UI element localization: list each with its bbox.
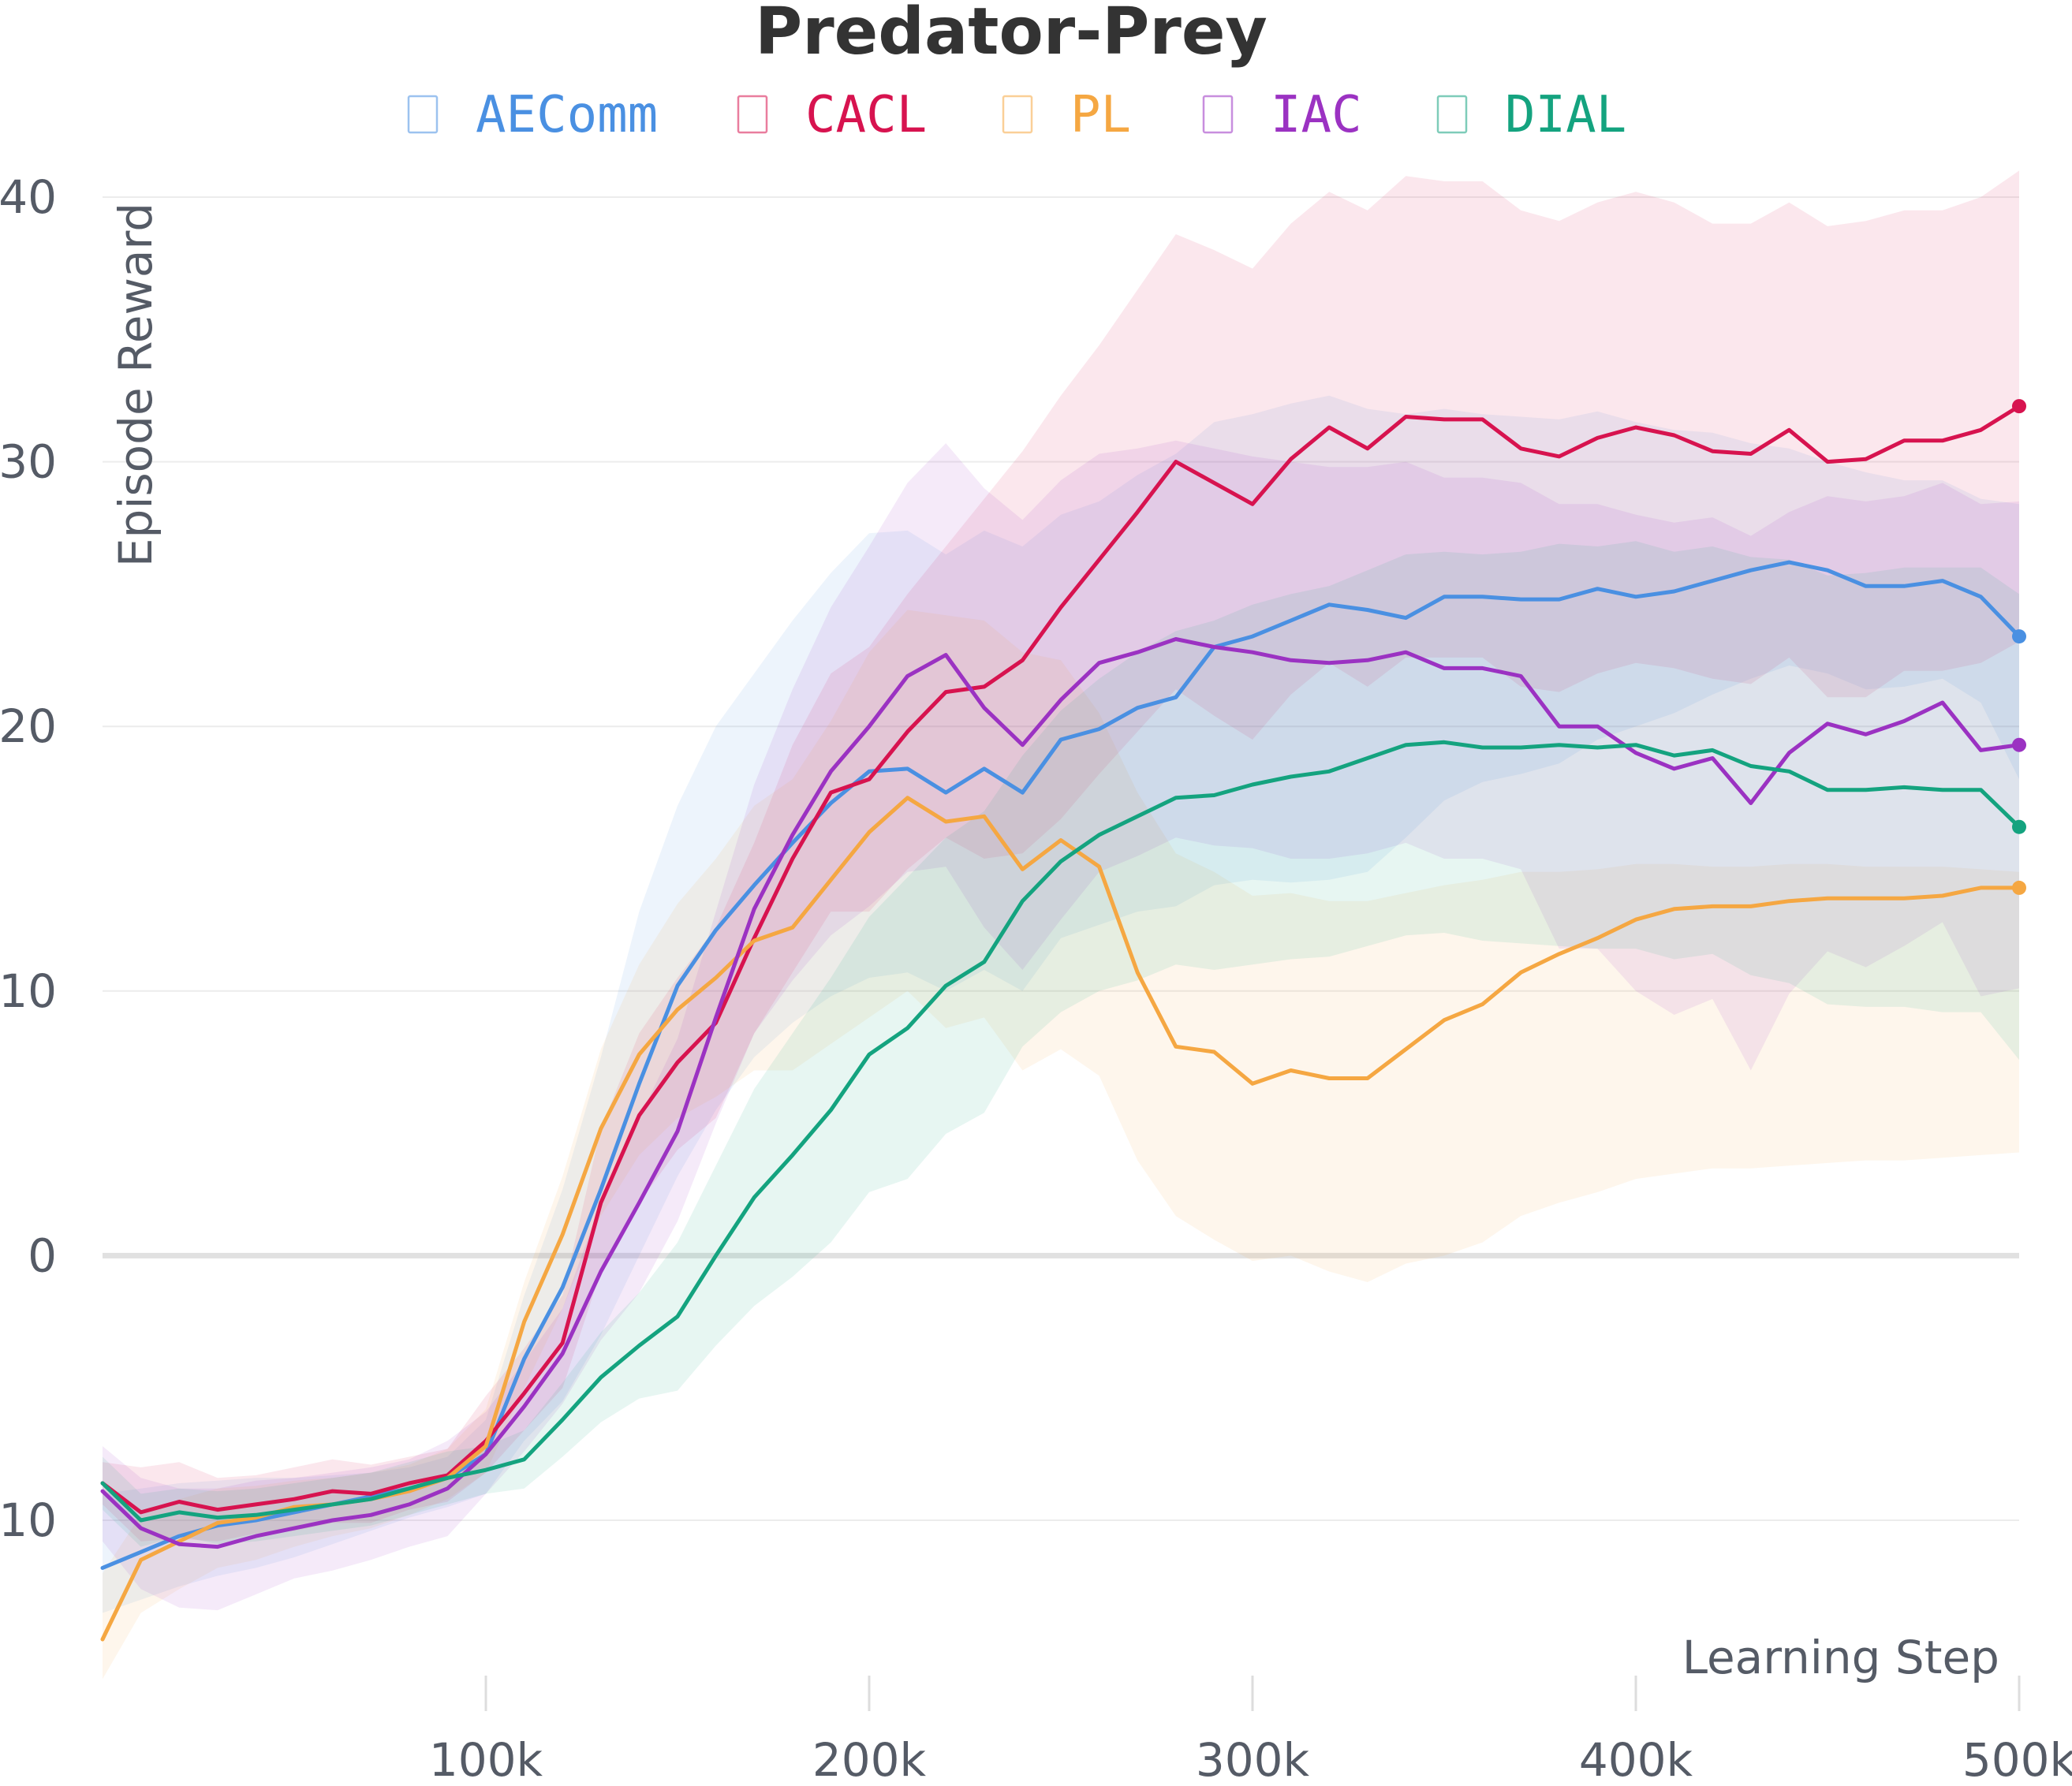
legend-swatch <box>1202 95 1234 134</box>
band-pl <box>103 610 2019 1680</box>
y-tick-label: 10 <box>0 964 57 1018</box>
line-iac <box>100 637 2022 1549</box>
x-tick-label: 400k <box>1579 1733 1693 1786</box>
x-tick-label: 200k <box>812 1733 927 1786</box>
legend-item-pl[interactable]: PL <box>1002 86 1131 144</box>
endpoint-cacl <box>2012 399 2026 414</box>
y-axis-label: Episode Reward <box>109 203 162 567</box>
x-tick-labels: 100k 200k 300k 400k 500k <box>429 1676 2072 1786</box>
band-iac <box>103 440 2019 1611</box>
endpoint-dial <box>2012 819 2026 834</box>
y-tick-label: 10 <box>0 1493 57 1547</box>
legend-label: IAC <box>1271 86 1362 144</box>
legend-label: DIAL <box>1505 86 1626 144</box>
endpoint-pl <box>2012 880 2026 895</box>
legend-label: CACL <box>805 86 927 144</box>
grid <box>103 196 2019 1521</box>
band-cacl <box>103 170 2019 1542</box>
y-tick-label: 40 <box>0 170 57 224</box>
line-cacl <box>100 404 2022 1515</box>
series-endpoints <box>2012 399 2026 895</box>
x-tick-label: 300k <box>1196 1733 1310 1786</box>
x-tick-label: 500k <box>1962 1733 2072 1786</box>
y-tick-label: 0 <box>28 1229 57 1282</box>
legend-swatch <box>1002 95 1033 134</box>
chart-title: Predator-Prey <box>755 0 1267 69</box>
x-axis-label: Learning Step <box>1682 1631 1999 1684</box>
endpoint-iac <box>2012 737 2026 752</box>
y-tick-label: 20 <box>0 699 57 753</box>
series-lines <box>100 404 2022 1642</box>
x-tick-label: 100k <box>429 1733 543 1786</box>
legend-swatch <box>1436 95 1468 134</box>
legend-item-iac[interactable]: IAC <box>1202 86 1362 144</box>
legend-label: PL <box>1070 86 1131 144</box>
legend-item-cacl[interactable]: CACL <box>737 86 927 144</box>
y-tick-labels: 10 0 10 20 30 40 <box>0 170 57 1547</box>
legend-swatch <box>407 95 439 134</box>
y-tick-label: 30 <box>0 435 57 489</box>
endpoint-aecomm <box>2012 629 2026 644</box>
band-dial <box>103 541 2019 1547</box>
legend-swatch <box>737 95 768 134</box>
confidence-bands <box>103 170 2019 1680</box>
legend-label: AEComm <box>476 86 658 144</box>
legend[interactable]: AEComm CACL PL IAC DIAL <box>407 86 1626 144</box>
legend-item-dial[interactable]: DIAL <box>1436 86 1626 144</box>
legend-item-aecomm[interactable]: AEComm <box>407 86 658 144</box>
line-dial <box>100 740 2022 1523</box>
